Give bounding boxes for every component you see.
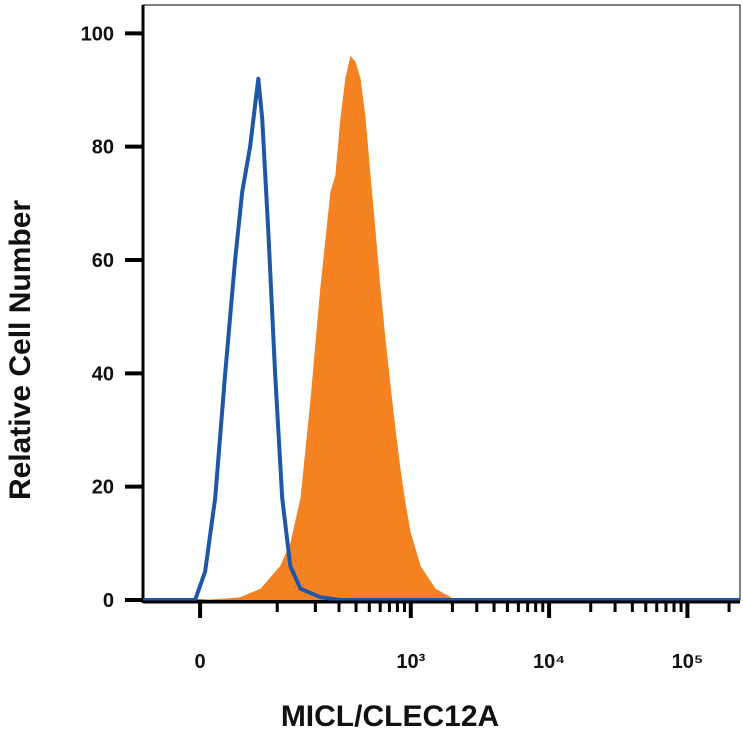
histogram-line	[143, 76, 740, 602]
x-axis-label: MICL/CLEC12A	[281, 700, 499, 733]
x-tick-label: 10³	[396, 651, 425, 673]
y-tick-label: 60	[92, 250, 114, 272]
x-tick-label: 10⁴	[533, 651, 565, 673]
y-tick-label: 20	[92, 477, 114, 499]
y-tick-label: 0	[103, 590, 114, 612]
y-tick-label: 40	[92, 363, 114, 385]
y-tick-label: 80	[92, 137, 114, 159]
x-tick-label: 0	[195, 651, 206, 673]
x-tick-label: 10⁵	[672, 651, 704, 673]
y-axis-label: Relative Cell Number	[4, 200, 37, 500]
y-tick-label: 100	[81, 23, 114, 45]
histogram-area	[143, 56, 740, 600]
